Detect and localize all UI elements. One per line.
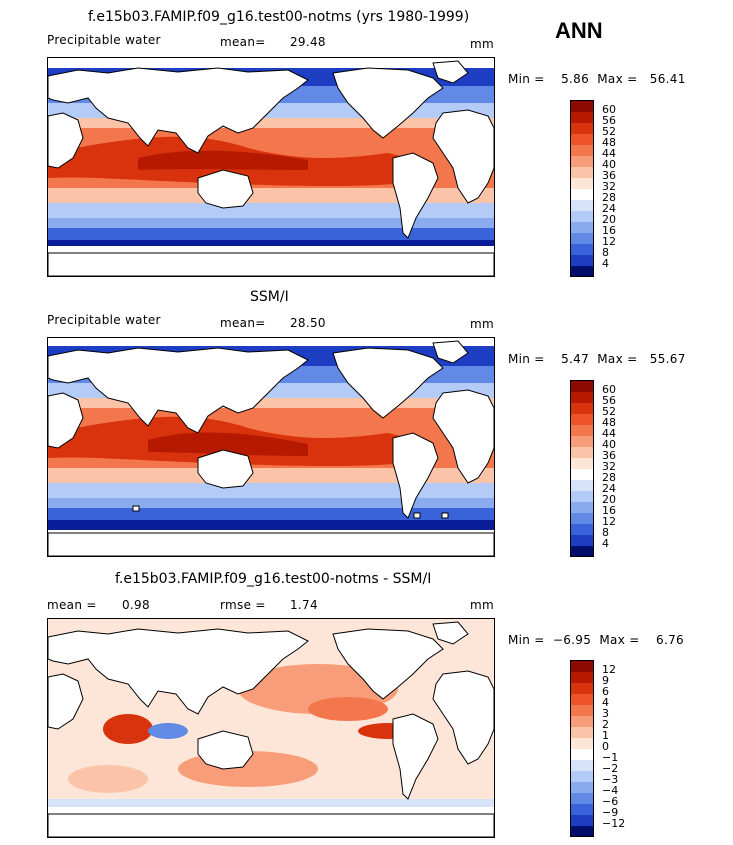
panel2-map-svg <box>48 338 494 556</box>
cb1-tick: 60 <box>602 103 616 116</box>
panel2-map <box>47 337 495 557</box>
cb3-tick: −3 <box>602 773 619 786</box>
cb3-tick: 0 <box>602 740 609 753</box>
panel1-units: mm <box>470 37 494 51</box>
panel2-colorbar <box>570 380 594 557</box>
cb1-tick: 40 <box>602 158 616 171</box>
panel3-mean-value: 0.98 <box>122 598 150 612</box>
panel2-units: mm <box>470 317 494 331</box>
panel1-map-svg <box>48 58 494 276</box>
panel2-mean-label: mean= <box>220 316 266 330</box>
cb2-tick: 36 <box>602 449 616 462</box>
panel3-map <box>47 618 495 838</box>
panel2-mean-value: 28.50 <box>290 316 326 330</box>
cb3-tick: 2 <box>602 718 609 731</box>
cb1-tick: 48 <box>602 136 616 149</box>
panel2-field-label: Precipitable water <box>47 313 161 327</box>
panel1-colorbar <box>570 100 594 277</box>
cb3-tick: 6 <box>602 685 609 698</box>
panel3-map-svg <box>48 619 494 837</box>
cb2-tick: 32 <box>602 460 616 473</box>
cb1-tick: 44 <box>602 147 616 160</box>
cb2-tick: 12 <box>602 515 616 528</box>
cb1-tick: 32 <box>602 180 616 193</box>
cb2-tick: 52 <box>602 405 616 418</box>
panel1-map <box>47 57 495 277</box>
cb3-tick: −12 <box>602 817 626 830</box>
cb3-tick: −1 <box>602 751 619 764</box>
cb3-tick: −6 <box>602 795 619 808</box>
cb1-tick: 28 <box>602 191 616 204</box>
panel1-minmax: Min = 5.86 Max = 56.41 <box>508 72 686 86</box>
cb3-tick: 4 <box>602 696 609 709</box>
cb2-tick: 40 <box>602 438 616 451</box>
cb1-tick: 16 <box>602 224 616 237</box>
cb2-tick: 56 <box>602 394 616 407</box>
panel3-rmse-value: 1.74 <box>290 598 318 612</box>
panel3-mean-label: mean = <box>47 598 97 612</box>
cb1-tick: 24 <box>602 202 616 215</box>
cb1-tick: 52 <box>602 125 616 138</box>
cb3-tick: 3 <box>602 707 609 720</box>
panel3-units: mm <box>470 598 494 612</box>
panel2-title: SSM/I <box>250 289 289 305</box>
panel3-minmax: Min = −6.95 Max = 6.76 <box>508 633 684 647</box>
panel1-mean-label: mean= <box>220 35 266 49</box>
cb1-tick: 8 <box>602 246 609 259</box>
cb3-tick: 12 <box>602 663 616 676</box>
season-label: ANN <box>555 18 603 43</box>
cb1-tick: 12 <box>602 235 616 248</box>
cb2-tick: 28 <box>602 471 616 484</box>
cb3-tick: −4 <box>602 784 619 797</box>
panel3-colorbar <box>570 660 594 837</box>
cb2-tick: 20 <box>602 493 616 506</box>
panel1-title: f.e15b03.FAMIP.f09_g16.test00-notms (yrs… <box>88 9 470 25</box>
cb3-tick: 1 <box>602 729 609 742</box>
cb3-tick: −9 <box>602 806 619 819</box>
cb2-tick: 16 <box>602 504 616 517</box>
panel3-rmse-label: rmse = <box>220 598 266 612</box>
cb2-tick: 44 <box>602 427 616 440</box>
cb2-tick: 48 <box>602 416 616 429</box>
cb1-tick: 4 <box>602 257 609 270</box>
panel1-mean-value: 29.48 <box>290 35 326 49</box>
cb1-tick: 20 <box>602 213 616 226</box>
cb2-tick: 4 <box>602 537 609 550</box>
cb2-tick: 8 <box>602 526 609 539</box>
cb2-tick: 24 <box>602 482 616 495</box>
panel1-field-label: Precipitable water <box>47 33 161 47</box>
cb3-tick: 9 <box>602 674 609 687</box>
panel2-minmax: Min = 5.47 Max = 55.67 <box>508 352 686 366</box>
cb1-tick: 56 <box>602 114 616 127</box>
panel3-title: f.e15b03.FAMIP.f09_g16.test00-notms - SS… <box>115 571 432 587</box>
cb3-tick: −2 <box>602 762 619 775</box>
cb1-tick: 36 <box>602 169 616 182</box>
cb2-tick: 60 <box>602 383 616 396</box>
